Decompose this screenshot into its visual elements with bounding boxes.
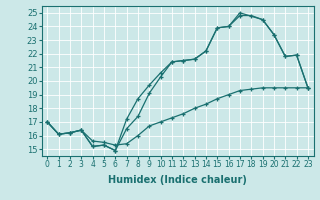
X-axis label: Humidex (Indice chaleur): Humidex (Indice chaleur) [108,175,247,185]
